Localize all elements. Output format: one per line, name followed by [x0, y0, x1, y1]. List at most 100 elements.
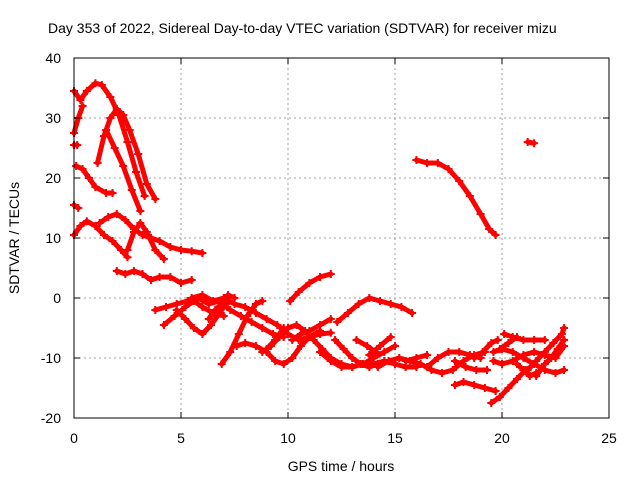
data-point — [82, 217, 91, 226]
data-point — [530, 139, 539, 148]
data-point — [78, 165, 87, 173]
series-line — [452, 358, 490, 373]
data-point — [142, 228, 151, 236]
data-point — [326, 270, 335, 278]
data-point — [500, 330, 509, 338]
data-point — [84, 174, 93, 182]
data-point — [519, 336, 528, 344]
data-point — [82, 87, 91, 95]
data-point — [294, 288, 303, 296]
data-point — [99, 231, 108, 239]
data-point — [162, 303, 171, 311]
data-point — [423, 159, 432, 167]
data-point — [129, 267, 138, 275]
x-tick-label: 25 — [601, 430, 617, 446]
data-point — [459, 378, 468, 386]
data-series — [70, 79, 569, 407]
data-point — [331, 336, 340, 344]
x-axis-label: GPS time / hours — [288, 458, 395, 474]
data-point — [450, 381, 459, 389]
data-point — [271, 357, 280, 365]
series-arc-20 — [262, 324, 288, 353]
series-arc-01 — [70, 79, 149, 200]
x-tick-label: 20 — [494, 430, 510, 446]
data-point — [198, 330, 207, 338]
data-point — [177, 246, 185, 254]
data-point — [532, 357, 541, 365]
data-point — [198, 303, 207, 311]
data-point — [112, 267, 121, 275]
y-tick-label: 10 — [45, 230, 61, 246]
data-point — [444, 348, 453, 356]
data-point — [530, 348, 539, 356]
data-point — [433, 159, 442, 167]
series-arc-22 — [286, 270, 335, 305]
data-point — [217, 360, 226, 368]
data-point — [251, 342, 260, 350]
series-arc-10 — [123, 219, 168, 263]
data-point — [172, 306, 181, 314]
data-point — [106, 93, 115, 101]
data-point — [508, 348, 517, 356]
data-point — [273, 321, 282, 329]
data-point — [121, 216, 130, 224]
data-point — [102, 126, 111, 134]
data-point — [530, 336, 539, 344]
data-point — [232, 342, 241, 350]
data-point — [553, 345, 562, 353]
data-point — [493, 336, 502, 344]
data-point — [485, 225, 494, 233]
data-point — [352, 336, 361, 344]
series-arc-31 — [450, 357, 492, 374]
x-tick-label: 10 — [280, 430, 296, 446]
data-point — [279, 324, 288, 332]
data-point — [412, 354, 421, 362]
series-arc-16 — [204, 291, 239, 323]
data-point — [234, 330, 243, 338]
series-arc-34 — [523, 138, 539, 148]
data-point — [159, 321, 168, 329]
data-point — [416, 360, 425, 368]
series-arc-25 — [333, 294, 417, 326]
data-point — [140, 192, 149, 200]
data-point — [251, 300, 260, 308]
data-point — [226, 306, 235, 314]
data-point — [483, 366, 492, 374]
data-point — [480, 384, 489, 392]
series-arc-04 — [72, 162, 117, 197]
data-point — [142, 180, 151, 188]
data-point — [438, 369, 447, 377]
data-point — [470, 381, 479, 389]
data-point — [241, 339, 250, 347]
data-point — [489, 357, 498, 365]
data-point — [470, 354, 479, 362]
data-point — [217, 300, 226, 308]
y-tick-label: -10 — [41, 350, 61, 366]
data-point — [132, 168, 141, 176]
data-point — [292, 321, 301, 329]
data-point — [269, 330, 278, 338]
data-point — [215, 309, 224, 317]
data-point — [316, 273, 325, 281]
data-point — [151, 306, 160, 314]
data-point — [123, 246, 132, 254]
data-point — [296, 342, 305, 350]
data-point — [127, 186, 136, 194]
data-point — [198, 249, 207, 257]
data-point — [181, 315, 190, 323]
data-point — [560, 336, 569, 344]
data-point — [491, 231, 500, 239]
data-point — [91, 79, 100, 88]
data-point — [386, 300, 395, 308]
data-point — [348, 363, 357, 371]
data-point — [380, 348, 389, 356]
data-point — [547, 354, 556, 362]
data-point — [151, 195, 160, 203]
data-point — [166, 243, 175, 251]
data-point — [73, 141, 82, 149]
data-point — [119, 111, 128, 119]
data-point — [333, 318, 342, 326]
data-point — [108, 237, 117, 245]
data-point — [91, 183, 100, 191]
series-line — [234, 328, 323, 367]
